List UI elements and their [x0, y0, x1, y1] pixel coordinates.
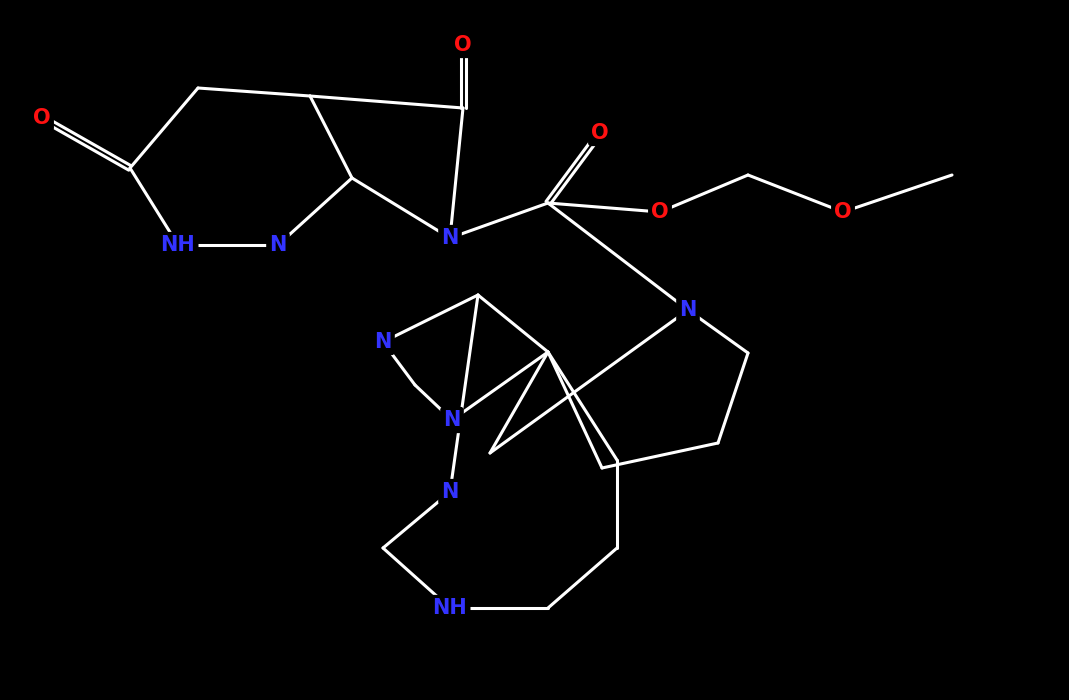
- Text: N: N: [444, 410, 461, 430]
- Text: O: O: [454, 35, 471, 55]
- Text: N: N: [679, 300, 697, 320]
- Text: O: O: [834, 202, 852, 222]
- Text: NH: NH: [433, 598, 467, 618]
- Text: N: N: [374, 332, 391, 352]
- Text: NH: NH: [160, 235, 196, 255]
- Text: N: N: [441, 482, 459, 502]
- Text: O: O: [33, 108, 51, 128]
- Text: O: O: [651, 202, 669, 222]
- Text: O: O: [591, 123, 609, 143]
- Text: N: N: [441, 228, 459, 248]
- Text: N: N: [269, 235, 286, 255]
